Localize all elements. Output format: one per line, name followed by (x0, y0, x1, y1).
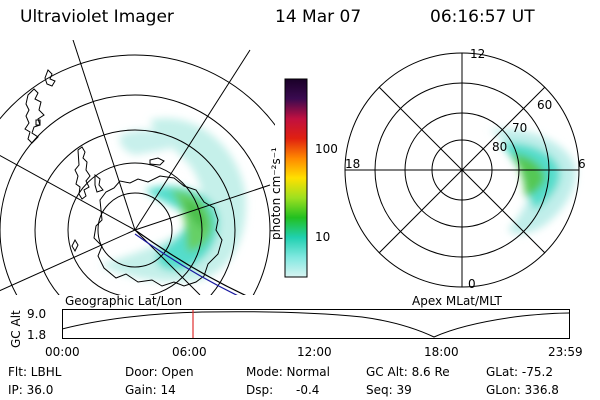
altitude-ytick-low: 1.8 (27, 328, 47, 342)
status-gc-alt: GC Alt: 8.6 Re (366, 365, 450, 379)
status-glon: GLon: 336.8 (486, 383, 559, 397)
geographic-map-panel (0, 40, 275, 295)
mlat-label-60: 60 (537, 98, 553, 112)
colorbar-unit-label: photon cm⁻²s⁻¹ (269, 147, 283, 240)
colorbar-tick-100: 100 (315, 142, 338, 156)
status-ip: IP: 36.0 (8, 383, 54, 397)
mlt-label-18: 18 (345, 157, 361, 171)
status-flt: Flt: LBHL (8, 365, 62, 379)
mlt-label-12: 12 (470, 47, 486, 61)
status-door: Door: Open (125, 365, 194, 379)
mlat-label-80: 80 (492, 140, 508, 154)
instrument-title: Ultraviolet Imager (20, 7, 174, 27)
colorbar-tick-10: 10 (315, 230, 331, 244)
geo-coastlines (24, 69, 223, 287)
status-mode: Mode: Normal (246, 365, 330, 379)
time-tick-2359: 23:59 (548, 345, 583, 359)
mlt-label-0: 0 (468, 277, 476, 291)
observation-time: 06:16:57 UT (430, 7, 535, 27)
intensity-colorbar (284, 78, 308, 278)
time-tick-0600: 06:00 (172, 345, 207, 359)
status-seq: Seq: 39 (366, 383, 412, 397)
mlt-label-6: 6 (578, 157, 586, 171)
mag-mlt-spokes (345, 53, 579, 287)
status-dsp-label: Dsp: (246, 383, 274, 397)
status-gain: Gain: 14 (125, 383, 176, 397)
time-tick-1800: 18:00 (424, 345, 459, 359)
altitude-ylabel: GC Alt (9, 310, 23, 348)
geo-meridians (0, 40, 271, 295)
altitude-curve (62, 311, 570, 338)
mag-panel-label: Apex MLat/MLT (412, 294, 502, 308)
status-glat: GLat: -75.2 (486, 365, 553, 379)
mag-aurora-emission (490, 129, 576, 235)
time-tick-1200: 12:00 (297, 345, 332, 359)
geo-panel-label: Geographic Lat/Lon (65, 294, 183, 308)
mlat-label-70: 70 (512, 121, 528, 135)
geo-latitude-circles (0, 54, 275, 295)
time-tick-0000: 00:00 (45, 345, 80, 359)
status-dsp-value: -0.4 (296, 383, 320, 397)
observation-date: 14 Mar 07 (275, 7, 362, 27)
altitude-plot (62, 309, 570, 339)
magnetic-polar-panel (344, 52, 580, 288)
altitude-ytick-high: 9.0 (27, 307, 47, 321)
satellite-ground-track (134, 229, 247, 295)
